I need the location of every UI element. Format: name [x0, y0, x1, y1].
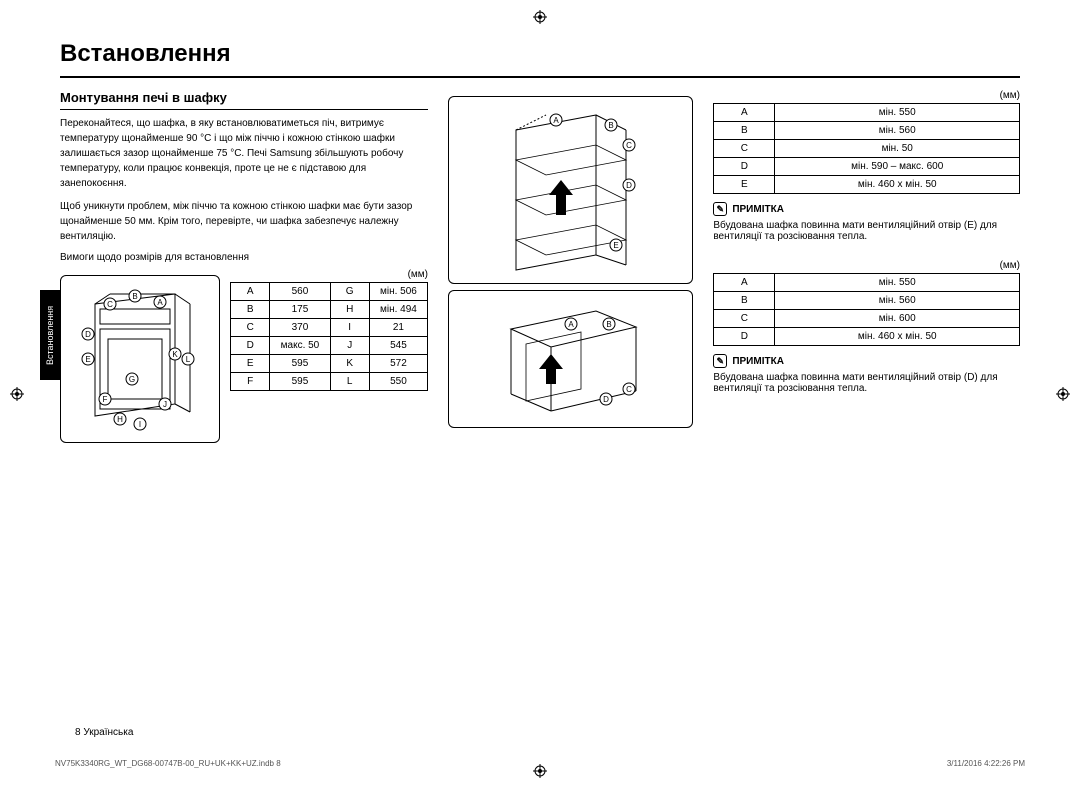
svg-text:G: G [129, 375, 135, 384]
table-cell: D [714, 158, 775, 176]
left-column: Монтування печі в шафку Переконайтеся, щ… [60, 90, 428, 449]
table-cell: 370 [270, 319, 330, 337]
table-cell: A [714, 104, 775, 122]
unit-label-1: (мм) [230, 269, 428, 280]
table-cell: мін. 460 x мін. 50 [775, 176, 1020, 194]
svg-text:L: L [186, 355, 191, 364]
table-cell: 545 [369, 337, 427, 355]
unit-label-2: (мм) [713, 90, 1020, 101]
table-cell: L [330, 373, 369, 391]
page-title: Встановлення [60, 40, 1020, 78]
middle-column: A B C D E [448, 90, 693, 449]
paragraph-1: Переконайтеся, що шафка, в яку встановлю… [60, 116, 428, 191]
svg-text:F: F [103, 395, 108, 404]
paragraph-2: Щоб уникнути проблем, між піччю та кожно… [60, 199, 428, 244]
cabinet-diagram-box: A B C D E [448, 96, 693, 284]
table-cell: I [330, 319, 369, 337]
table-cell: макс. 50 [270, 337, 330, 355]
dimension-table-1: A560Gмін. 506 B175Hмін. 494 C370I21 Dмакс. … [230, 282, 428, 391]
sidebar-tab: Встановлення [40, 290, 60, 380]
table-cell: F [231, 373, 270, 391]
table-cell: E [231, 355, 270, 373]
table-cell: A [231, 283, 270, 301]
table-cell: мін. 460 x мін. 50 [775, 328, 1020, 346]
svg-text:A: A [553, 116, 559, 125]
table-cell: мін. 590 – макс. 600 [775, 158, 1020, 176]
table-cell: D [231, 337, 270, 355]
svg-text:E: E [613, 241, 618, 250]
cabinet-diagram: A B C D E [501, 105, 641, 275]
svg-text:K: K [172, 350, 178, 359]
note-2-header: ✎ ПРИМІТКА [713, 354, 1020, 368]
oven-diagram-box: A B C D E F G H I J K L [60, 275, 220, 443]
svg-text:B: B [132, 292, 137, 301]
footer-timestamp: 3/11/2016 4:22:26 PM [947, 759, 1025, 768]
table-cell: 595 [270, 355, 330, 373]
svg-text:B: B [606, 320, 611, 329]
table-cell: мін. 494 [369, 301, 427, 319]
table-cell: K [330, 355, 369, 373]
table-cell: мін. 560 [775, 122, 1020, 140]
under-counter-diagram-box: A B C D [448, 290, 693, 428]
svg-text:A: A [568, 320, 574, 329]
right-column: (мм) Aмін. 550Bмін. 560Cмін. 50Dмін. 590… [713, 90, 1020, 449]
note-label-1: ПРИМІТКА [732, 204, 784, 215]
svg-text:D: D [603, 395, 609, 404]
note-1-text: Вбудована шафка повинна мати вентиляційн… [713, 220, 1020, 242]
table-cell: 595 [270, 373, 330, 391]
table-cell: мін. 506 [369, 283, 427, 301]
svg-text:A: A [157, 298, 163, 307]
svg-text:D: D [85, 330, 91, 339]
footer-filename: NV75K3340RG_WT_DG68-00747B-00_RU+UK+KK+U… [55, 759, 281, 768]
table-cell: J [330, 337, 369, 355]
table-cell: 572 [369, 355, 427, 373]
table-cell: B [231, 301, 270, 319]
under-counter-diagram: A B C D [501, 299, 641, 419]
table-cell: 21 [369, 319, 427, 337]
dimension-table-2: Aмін. 550Bмін. 560Cмін. 50Dмін. 590 – ма… [713, 103, 1020, 194]
note-icon: ✎ [713, 354, 727, 368]
svg-text:B: B [608, 121, 613, 130]
table-cell: 560 [270, 283, 330, 301]
table-cell: мін. 50 [775, 140, 1020, 158]
svg-text:C: C [626, 141, 632, 150]
section-subtitle: Монтування печі в шафку [60, 90, 428, 110]
note-label-2: ПРИМІТКА [732, 356, 784, 367]
note-icon: ✎ [713, 202, 727, 216]
svg-text:D: D [626, 181, 632, 190]
table-cell: 550 [369, 373, 427, 391]
note-2-text: Вбудована шафка повинна мати вентиляційн… [713, 372, 1020, 394]
dimension-table-3: Aмін. 550Bмін. 560Cмін. 600Dмін. 460 x м… [713, 273, 1020, 346]
table-cell: C [714, 310, 775, 328]
svg-text:C: C [626, 385, 632, 394]
oven-diagram: A B C D E F G H I J K L [70, 284, 210, 434]
table-cell: B [714, 122, 775, 140]
table-cell: C [714, 140, 775, 158]
table-cell: мін. 550 [775, 274, 1020, 292]
table-cell: мін. 550 [775, 104, 1020, 122]
table-cell: мін. 600 [775, 310, 1020, 328]
footer-page-number: 8 Українська [75, 727, 133, 738]
table-cell: 175 [270, 301, 330, 319]
table-cell: D [714, 328, 775, 346]
svg-text:E: E [85, 355, 90, 364]
dim-caption: Вимоги щодо розмірів для встановлення [60, 252, 428, 263]
svg-text:C: C [107, 300, 113, 309]
note-1-header: ✎ ПРИМІТКА [713, 202, 1020, 216]
table-cell: G [330, 283, 369, 301]
svg-text:I: I [139, 420, 141, 429]
table-cell: C [231, 319, 270, 337]
table-cell: H [330, 301, 369, 319]
table-cell: A [714, 274, 775, 292]
table-cell: E [714, 176, 775, 194]
svg-text:J: J [163, 400, 167, 409]
unit-label-3: (мм) [713, 260, 1020, 271]
table-cell: B [714, 292, 775, 310]
table-cell: мін. 560 [775, 292, 1020, 310]
svg-text:H: H [117, 415, 123, 424]
